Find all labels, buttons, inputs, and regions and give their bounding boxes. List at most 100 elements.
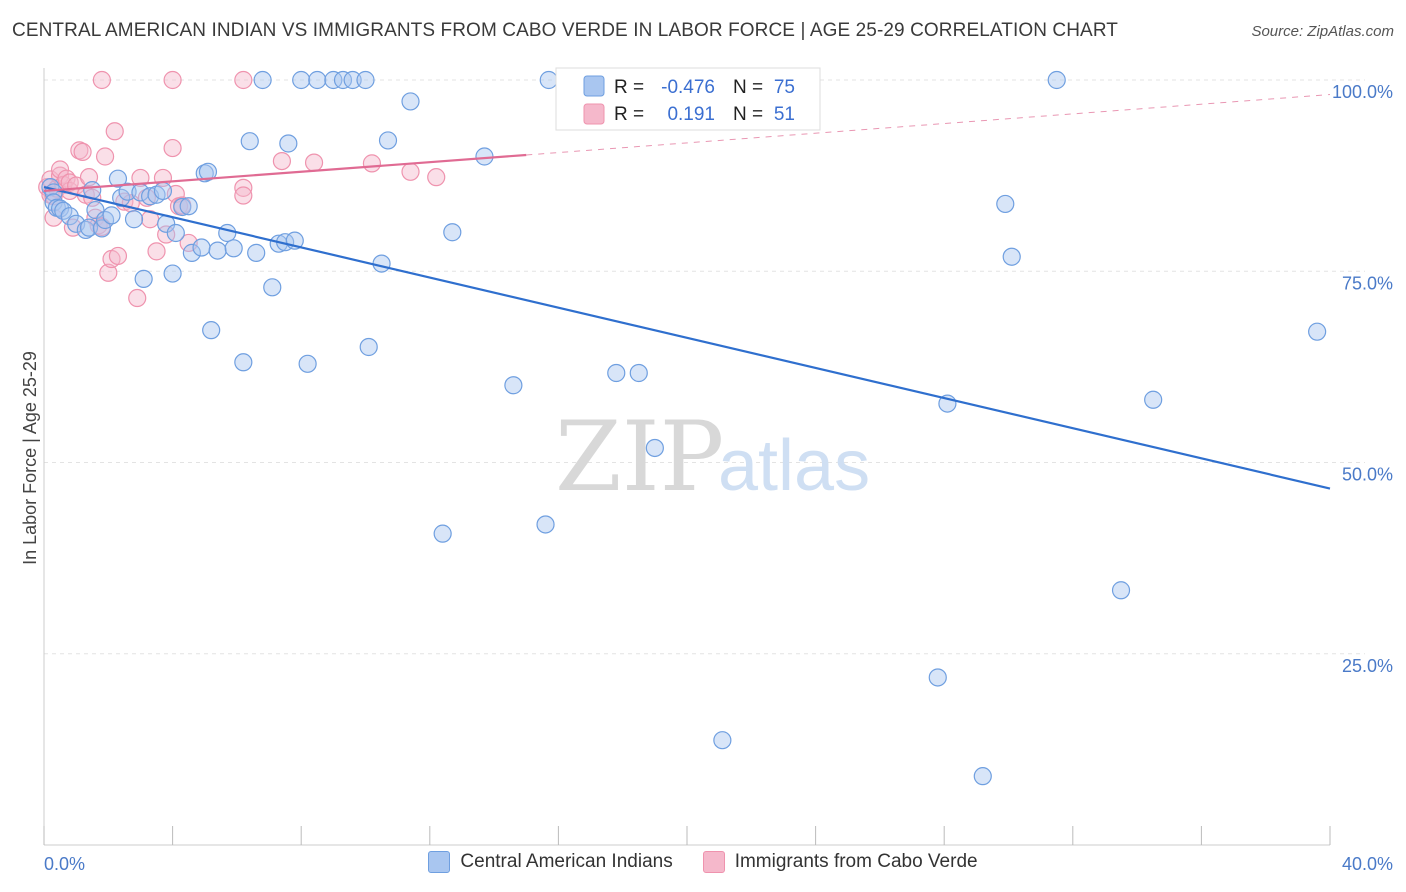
data-point <box>263 278 282 297</box>
data-point <box>279 134 298 153</box>
data-point <box>607 363 626 383</box>
axes <box>43 68 1331 846</box>
data-point <box>253 70 272 90</box>
legend-blue-r-label: R = <box>614 77 644 98</box>
data-point <box>292 70 311 90</box>
series-legend: Central American Indians Immigrants from… <box>0 851 1406 873</box>
data-point <box>208 241 227 260</box>
data-point <box>427 168 446 187</box>
data-point <box>645 438 664 458</box>
data-point <box>192 238 211 257</box>
y-tick-label: 25.0% <box>1342 656 1393 676</box>
data-point <box>131 168 150 188</box>
data-point <box>134 269 153 288</box>
data-point <box>163 70 182 90</box>
legend-label-cabo-verde: Immigrants from Cabo Verde <box>734 851 978 872</box>
data-point <box>95 147 115 166</box>
data-point <box>1308 322 1327 341</box>
data-point <box>79 218 99 237</box>
data-point <box>163 264 182 283</box>
data-point <box>234 70 253 90</box>
data-point <box>298 354 317 373</box>
legend-item-central-american-indians[interactable]: Central American Indians <box>428 851 673 873</box>
legend-blue-swatch <box>583 75 605 97</box>
data-point <box>224 239 243 258</box>
data-point <box>362 154 382 173</box>
source-credit: Source: ZipAtlas.com <box>1251 23 1394 40</box>
legend-blue-n-label: N = <box>733 77 763 98</box>
data-point <box>102 206 121 225</box>
y-tick-label: 75.0% <box>1342 273 1393 293</box>
data-point <box>218 223 237 243</box>
y-tick-label: 100.0% <box>1332 82 1393 102</box>
data-point <box>401 162 420 181</box>
data-point <box>1144 390 1163 409</box>
data-point <box>240 132 259 151</box>
correlation-legend: R = -0.476 N = 75 R = 0.191 N = 51 <box>555 67 821 131</box>
data-point <box>234 353 253 372</box>
data-point <box>95 210 115 230</box>
data-point <box>401 92 420 111</box>
trend-line-pink <box>43 153 527 193</box>
data-point <box>1002 247 1021 266</box>
data-point <box>182 243 201 262</box>
data-point <box>166 223 185 243</box>
data-point <box>304 153 324 172</box>
data-point <box>1047 70 1066 90</box>
x-tick-min: 0.0% <box>44 854 85 874</box>
data-point <box>713 731 732 750</box>
data-point <box>108 169 128 188</box>
data-point <box>124 210 144 229</box>
data-point <box>147 242 166 261</box>
data-point <box>44 208 63 227</box>
data-point <box>343 70 362 90</box>
legend-label-central-american-indians: Central American Indians <box>460 851 673 872</box>
trend-line-pink-extension <box>526 94 1331 156</box>
data-point <box>443 223 462 242</box>
data-point <box>629 363 648 383</box>
data-point <box>163 138 182 158</box>
trend-lines <box>43 94 1331 490</box>
data-point <box>973 767 992 786</box>
x-tick-max: 40.0% <box>1342 854 1393 874</box>
legend-pink-swatch <box>583 103 605 125</box>
data-point <box>153 181 173 201</box>
data-point <box>76 220 95 240</box>
data-point <box>536 515 555 534</box>
watermark: ZIP atlas <box>555 401 870 513</box>
data-point <box>433 524 452 543</box>
data-point <box>105 122 124 141</box>
data-point <box>356 70 375 90</box>
legend-item-cabo-verde[interactable]: Immigrants from Cabo Verde <box>702 851 978 873</box>
legend-pink-n: 51 <box>774 104 795 125</box>
data-point <box>272 151 292 171</box>
y-tick-label: 50.0% <box>1342 465 1393 485</box>
data-point <box>108 246 128 266</box>
data-point <box>118 182 137 201</box>
data-point <box>308 70 327 90</box>
data-point <box>504 376 523 395</box>
y-tick-labels: 25.0% 50.0% 75.0% 100.0% <box>1332 82 1393 676</box>
legend-swatch-pink <box>702 851 725 873</box>
data-point <box>539 70 558 90</box>
data-point <box>234 178 253 197</box>
trend-line-blue <box>43 186 1331 490</box>
data-point <box>198 162 218 181</box>
watermark-atlas: atlas <box>718 426 870 506</box>
data-point <box>928 668 947 687</box>
data-point <box>378 131 398 150</box>
data-point <box>73 142 92 162</box>
data-point <box>324 70 343 90</box>
data-point <box>372 254 391 273</box>
legend-blue-n: 75 <box>774 77 795 98</box>
legend-pink-r: 0.191 <box>667 104 715 125</box>
data-point <box>202 321 221 340</box>
data-point <box>86 200 105 220</box>
data-point <box>359 337 378 357</box>
watermark-zip: ZIP <box>555 401 724 513</box>
data-point <box>179 197 198 216</box>
data-point <box>1111 581 1131 600</box>
legend-pink-n-label: N = <box>733 104 763 125</box>
blue-series-points <box>41 70 1327 786</box>
